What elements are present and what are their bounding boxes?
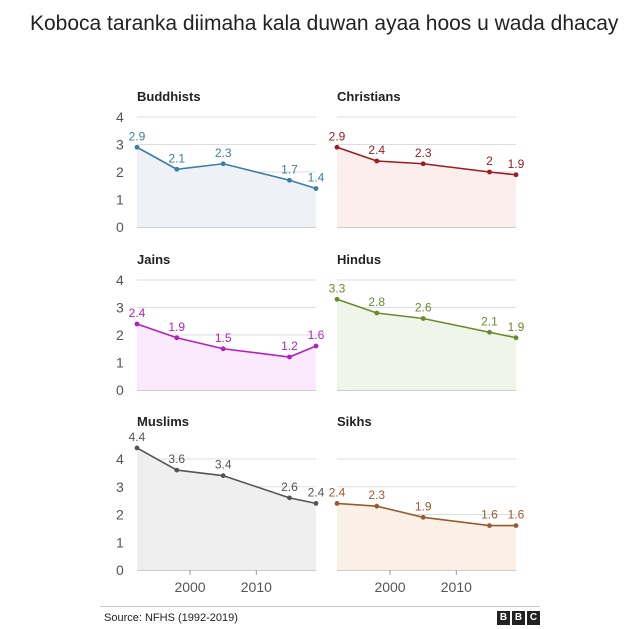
data-label: 4.4 [129, 430, 146, 444]
data-label: 2.3 [368, 488, 385, 502]
data-point [174, 467, 180, 473]
data-point [420, 161, 426, 167]
data-point [374, 158, 380, 164]
y-tick-label: 2 [116, 164, 124, 180]
data-label: 3.6 [168, 452, 185, 466]
data-label: 2 [486, 154, 493, 168]
y-tick-label: 3 [116, 137, 124, 153]
panel-title: Christians [337, 89, 401, 104]
y-tick-label: 2 [116, 507, 124, 523]
data-label: 2.8 [368, 295, 385, 309]
x-tick-label: 2000 [174, 579, 205, 595]
data-point [220, 161, 226, 167]
y-tick-label: 0 [116, 219, 124, 235]
bbc-logo-letter: C [527, 611, 540, 625]
data-point [220, 473, 226, 479]
y-tick-label: 4 [116, 451, 124, 467]
data-label: 2.6 [415, 301, 432, 315]
bbc-logo-letter: B [497, 611, 510, 625]
data-point [487, 523, 492, 528]
data-label: 2.9 [329, 129, 346, 143]
panel-title: Muslims [137, 414, 189, 429]
data-label: 2.3 [215, 146, 232, 160]
data-label: 1.5 [215, 331, 232, 345]
y-tick-label: 3 [116, 479, 124, 495]
data-point [420, 514, 426, 520]
x-tick-label: 2010 [441, 579, 472, 595]
data-point [220, 346, 226, 352]
data-label: 2.4 [308, 485, 325, 499]
data-point [134, 144, 140, 150]
data-point [487, 169, 492, 175]
y-tick-label: 4 [116, 109, 124, 125]
data-point [134, 321, 140, 327]
y-tick-label: 0 [116, 562, 124, 578]
chart-title: Koboca taranka diimaha kala duwan ayaa h… [30, 12, 619, 35]
data-point [513, 335, 519, 341]
data-label: 1.2 [281, 339, 298, 353]
data-point [313, 186, 319, 191]
data-point [334, 144, 340, 150]
data-point [334, 501, 340, 506]
bbc-logo-letter: B [512, 611, 525, 625]
x-tick-label: 2000 [374, 579, 405, 595]
panel-title: Jains [137, 252, 170, 267]
y-tick-label: 1 [116, 355, 124, 371]
y-tick-label: 1 [116, 534, 124, 550]
data-point [313, 501, 319, 506]
data-label: 1.9 [415, 499, 432, 513]
panel-title: Buddhists [137, 89, 201, 104]
data-label: 3.4 [215, 458, 232, 472]
series-area [137, 447, 316, 570]
data-label: 3.3 [329, 281, 346, 295]
data-point [513, 523, 519, 528]
data-label: 1.6 [481, 508, 498, 522]
data-label: 2.3 [415, 146, 432, 160]
panel-title: Hindus [337, 252, 381, 267]
data-point [287, 495, 292, 501]
data-point [174, 166, 180, 172]
data-label: 1.9 [508, 320, 525, 334]
series-area [137, 324, 316, 390]
data-label: 2.1 [481, 314, 498, 328]
data-point [287, 354, 292, 360]
data-point [313, 343, 319, 349]
data-point [420, 316, 426, 321]
panel-title: Sikhs [337, 414, 372, 429]
data-point [334, 296, 340, 302]
data-point [287, 177, 292, 183]
data-label: 1.7 [281, 162, 298, 176]
y-tick-label: 1 [116, 192, 124, 208]
data-point [487, 329, 492, 335]
data-point [174, 335, 180, 341]
y-tick-label: 0 [116, 382, 124, 398]
data-label: 2.9 [129, 129, 146, 143]
y-tick-label: 2 [116, 327, 124, 343]
series-area [337, 503, 516, 570]
footer-divider [100, 606, 540, 607]
data-label: 1.6 [508, 508, 525, 522]
x-tick-label: 2010 [241, 579, 272, 595]
data-label: 1.4 [308, 171, 325, 185]
data-label: 1.9 [508, 157, 525, 171]
series-area [337, 299, 516, 390]
data-label: 2.4 [329, 485, 346, 499]
bbc-logo: B B C [497, 611, 540, 625]
data-point [374, 310, 380, 316]
data-label: 2.6 [281, 480, 298, 494]
series-area [337, 147, 516, 227]
data-label: 2.4 [368, 143, 385, 157]
y-tick-label: 3 [116, 300, 124, 316]
data-label: 2.1 [168, 151, 185, 165]
source-note: Source: NFHS (1992-2019) [104, 612, 238, 624]
data-point [134, 445, 140, 451]
data-point [374, 503, 380, 509]
data-label: 1.9 [168, 320, 185, 334]
y-tick-label: 4 [116, 272, 124, 288]
series-area [137, 147, 316, 227]
data-point [513, 172, 519, 178]
data-label: 2.4 [129, 306, 146, 320]
data-label: 1.6 [308, 328, 325, 342]
